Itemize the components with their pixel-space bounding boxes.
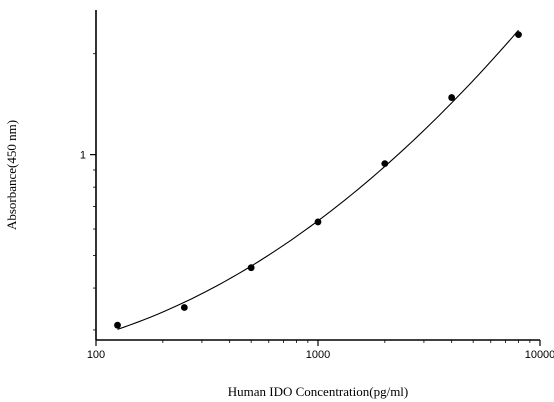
data-points <box>114 31 522 329</box>
x-tick-label: 1000 <box>306 349 330 361</box>
x-tick-label: 100 <box>87 349 105 361</box>
data-point <box>180 304 188 311</box>
axes: 100 1000 10000 1 <box>80 10 554 361</box>
y-axis-title: Absorbance(450 nm) <box>4 120 19 230</box>
y-tick-label: 1 <box>80 150 86 162</box>
y-axis-ticks: 1 <box>80 53 96 331</box>
fit-curve-line <box>117 29 519 330</box>
x-tick-label: 10000 <box>525 349 554 361</box>
data-point <box>114 321 121 329</box>
data-point <box>247 264 255 272</box>
data-point <box>448 94 456 101</box>
x-axis-title: Human IDO Concentration(pg/ml) <box>228 384 409 399</box>
data-point <box>381 160 389 168</box>
x-axis-ticks: 100 1000 10000 <box>87 340 554 361</box>
data-point <box>314 218 322 226</box>
data-point <box>515 31 522 39</box>
